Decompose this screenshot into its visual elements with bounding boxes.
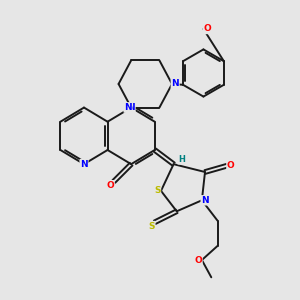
Text: N: N bbox=[201, 196, 209, 205]
Text: N: N bbox=[171, 80, 179, 88]
Text: O: O bbox=[203, 25, 211, 34]
Text: N: N bbox=[80, 160, 88, 169]
Text: O: O bbox=[227, 161, 235, 170]
Text: N: N bbox=[124, 103, 132, 112]
Text: O: O bbox=[194, 256, 202, 265]
Text: S: S bbox=[154, 186, 160, 195]
Text: H: H bbox=[178, 155, 185, 164]
Text: S: S bbox=[148, 222, 155, 231]
Text: N: N bbox=[127, 103, 135, 112]
Text: O: O bbox=[106, 181, 114, 190]
